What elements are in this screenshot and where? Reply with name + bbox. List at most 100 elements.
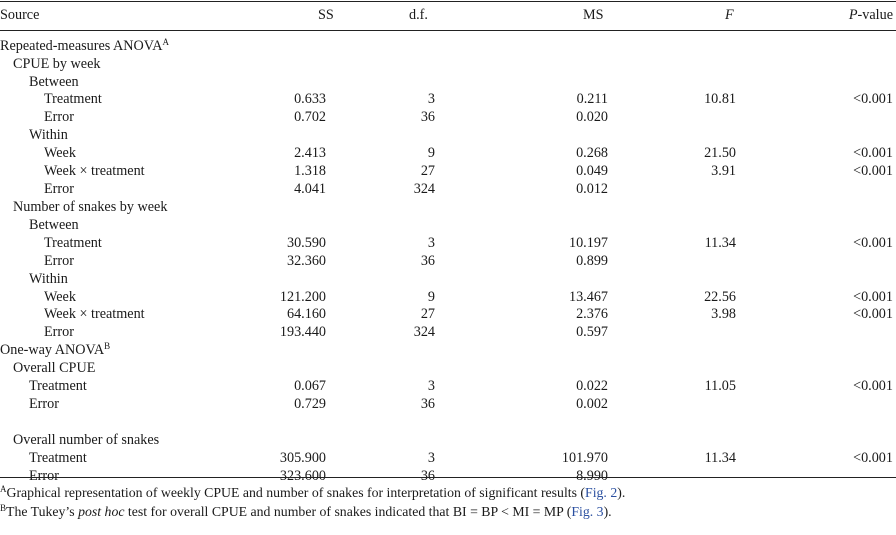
footnote-marker: A <box>162 37 169 47</box>
source-label-text: Treatment <box>44 91 102 107</box>
table-row: Within <box>0 126 896 144</box>
source-label-text: CPUE by week <box>13 56 101 72</box>
df-cell: 27 <box>420 163 435 179</box>
table-row: Error 4.041 324 0.012 <box>0 180 896 198</box>
source-label: Error <box>29 467 59 485</box>
source-label-text: Between <box>29 217 79 233</box>
source-label: Week × treatment <box>44 162 145 180</box>
f-cell: 11.34 <box>704 235 736 251</box>
footnote-a-marker: A <box>0 484 7 494</box>
source-label-text: Within <box>29 127 68 143</box>
source-label: CPUE by week <box>13 55 100 73</box>
table-row: Week 121.200 9 13.467 22.56 <0.001 <box>0 288 896 306</box>
source-label-text: Error <box>29 396 59 412</box>
p-value-cell: <0.001 <box>853 450 893 466</box>
header-p-italic: P <box>848 7 858 23</box>
ms-cell: 0.020 <box>576 109 608 125</box>
source-label: Treatment <box>29 377 87 395</box>
footnote-a-figure-link[interactable]: Fig. 2 <box>585 485 618 500</box>
ss-cell: 2.413 <box>294 145 326 161</box>
table-row: Treatment 0.633 3 0.211 10.81 <0.001 <box>0 90 896 108</box>
header-ms: MS <box>583 7 604 23</box>
source-label: Week <box>44 144 76 162</box>
header-p-value: P-value <box>849 6 893 24</box>
source-label: Overall number of snakes <box>13 431 159 449</box>
table-row: Treatment 305.900 3 101.970 11.34 <0.001 <box>0 449 896 467</box>
header-ss: SS <box>318 7 334 23</box>
header-df: d.f. <box>409 7 428 23</box>
footnote-b-figure-link[interactable]: Fig. 3 <box>571 504 604 519</box>
source-label-text: One-way ANOVA <box>0 342 105 358</box>
footnote-b-italic: post hoc <box>78 504 125 519</box>
p-value-cell: <0.001 <box>853 289 893 305</box>
source-label-text: Error <box>44 109 74 125</box>
table-row: Error 32.360 36 0.899 <box>0 252 896 270</box>
footnote-b-text-post: test for overall CPUE and number of snak… <box>124 504 572 519</box>
f-cell: 22.56 <box>704 289 736 305</box>
df-cell: 9 <box>427 145 435 161</box>
source-label-text: Error <box>44 324 74 340</box>
source-label-text: Overall CPUE <box>13 360 96 376</box>
table-row: Treatment 0.067 3 0.022 11.05 <0.001 <box>0 377 896 395</box>
table-row: Overall number of snakes <box>0 431 896 449</box>
ss-cell: 0.702 <box>294 109 326 125</box>
ms-cell: 10.197 <box>568 235 608 251</box>
source-label: Error <box>29 395 59 413</box>
f-cell: 11.34 <box>704 450 736 466</box>
ss-cell: 1.318 <box>294 163 326 179</box>
ms-cell: 2.376 <box>576 306 608 322</box>
footnote-a-end: ). <box>617 485 626 500</box>
source-label-text: Week × treatment <box>44 306 145 322</box>
f-cell: 3.98 <box>711 306 736 322</box>
header-source: Source <box>0 7 40 23</box>
table-row: Repeated-measures ANOVAA <box>0 37 896 55</box>
source-label: Week <box>44 288 76 306</box>
table-row: Error 323.600 36 8.990 <box>0 467 896 485</box>
source-label-text: Between <box>29 74 79 90</box>
ss-cell: 323.600 <box>279 468 326 484</box>
table-row: Number of snakes by week <box>0 198 896 216</box>
table-bottom-rule <box>0 477 896 478</box>
table-row: Within <box>0 270 896 288</box>
source-label: One-way ANOVAB <box>0 341 110 359</box>
table-row: Error 0.702 36 0.020 <box>0 108 896 126</box>
table-row: Between <box>0 73 896 91</box>
p-value-cell: <0.001 <box>853 145 893 161</box>
df-cell: 3 <box>427 235 435 251</box>
footnote-a: AGraphical representation of weekly CPUE… <box>0 484 625 502</box>
table-row: Treatment 30.590 3 10.197 11.34 <0.001 <box>0 234 896 252</box>
table-row: Error 0.729 36 0.002 <box>0 395 896 413</box>
df-cell: 3 <box>427 378 435 394</box>
df-cell: 3 <box>427 450 435 466</box>
ss-cell: 30.590 <box>286 235 326 251</box>
ms-cell: 0.597 <box>576 324 608 340</box>
ss-cell: 193.440 <box>279 324 326 340</box>
header-f: F <box>725 7 734 23</box>
source-label-text: Treatment <box>29 378 87 394</box>
f-cell: 10.81 <box>704 91 736 107</box>
source-label-text: Overall number of snakes <box>13 432 160 448</box>
df-cell: 324 <box>413 181 435 197</box>
source-label-text: Error <box>29 468 59 484</box>
source-label: Treatment <box>44 234 102 252</box>
ms-cell: 0.211 <box>576 91 608 107</box>
table-header-rule <box>0 30 896 31</box>
ms-cell: 0.012 <box>576 181 608 197</box>
df-cell: 36 <box>420 396 435 412</box>
df-cell: 3 <box>427 91 435 107</box>
ms-cell: 8.990 <box>576 468 608 484</box>
ss-cell: 121.200 <box>279 289 326 305</box>
p-value-cell: <0.001 <box>853 163 893 179</box>
source-label-text: Treatment <box>44 235 102 251</box>
ms-cell: 0.022 <box>576 378 608 394</box>
source-label: Treatment <box>29 449 87 467</box>
df-cell: 36 <box>420 468 435 484</box>
table-row: CPUE by week <box>0 55 896 73</box>
footnote-b-text-pre: The Tukey’s <box>6 504 79 519</box>
source-label: Within <box>29 270 68 288</box>
table-top-rule <box>0 1 896 2</box>
table-row: Week × treatment 1.318 27 0.049 3.91 <0.001 <box>0 162 896 180</box>
source-label: Error <box>44 180 74 198</box>
p-value-cell: <0.001 <box>853 378 893 394</box>
ms-cell: 0.268 <box>576 145 608 161</box>
